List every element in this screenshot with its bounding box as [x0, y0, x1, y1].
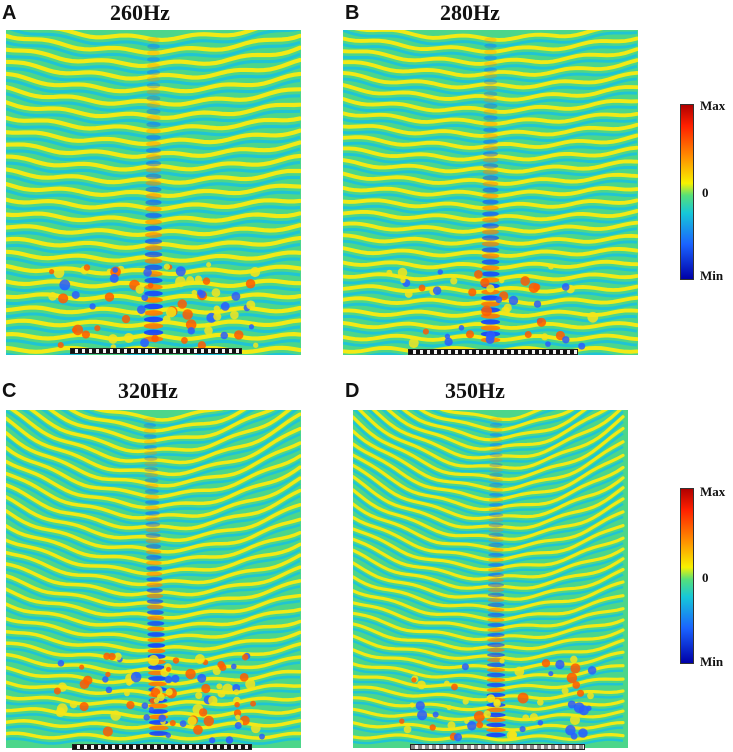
source-array-c — [72, 744, 252, 750]
source-array-a — [70, 348, 242, 354]
wave-field-image-d — [353, 410, 628, 748]
panel-title-a: 260Hz — [110, 0, 170, 25]
panel-title-d: 350Hz — [445, 378, 505, 403]
wave-field-image-c — [6, 410, 301, 748]
colorbar-bottom-zero-label: 0 — [702, 570, 709, 585]
source-array-d — [410, 744, 585, 750]
panel-letter-b: B — [345, 2, 360, 24]
colorbar-top-max-label: Max — [700, 98, 726, 113]
colorbar-top-min-label: Min — [700, 268, 724, 283]
colorbar-bottom-max-label: Max — [700, 484, 726, 499]
colorbar-top — [680, 104, 694, 280]
colorbar-top-zero-label: 0 — [702, 185, 709, 200]
source-array-b — [408, 349, 578, 355]
wave-field-image-a — [6, 30, 301, 355]
colorbar-bottom — [680, 488, 694, 664]
panel-title-c: 320Hz — [118, 378, 178, 403]
wave-field-image-b — [343, 30, 638, 355]
colorbar-bottom-min-label: Min — [700, 654, 724, 669]
panel-title-b: 280Hz — [440, 0, 500, 25]
panel-letter-c: C — [2, 380, 17, 402]
panel-letter-d: D — [345, 380, 360, 402]
panel-letter-a: A — [2, 2, 17, 24]
